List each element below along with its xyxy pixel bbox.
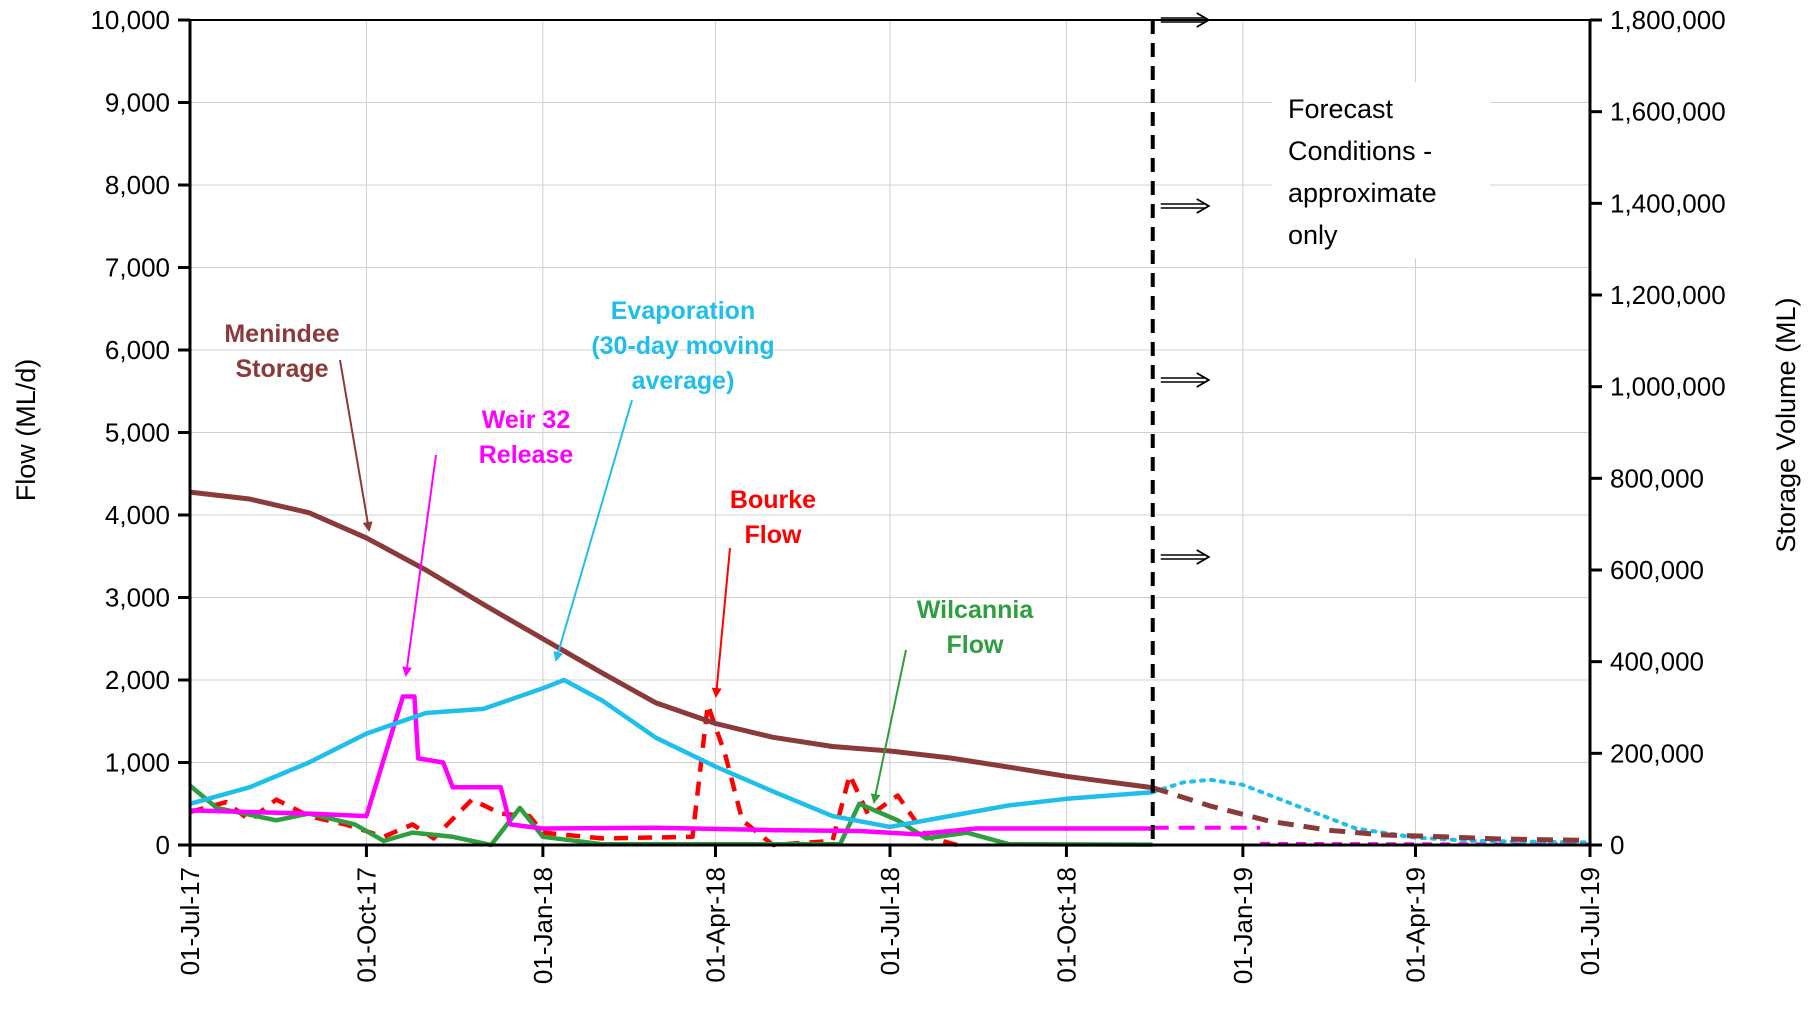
y2-tick-label: 1,400,000 xyxy=(1610,188,1726,218)
evaporation-30-day-moving-average-label: Evaporation xyxy=(611,297,755,325)
weir-32-release-label: Release xyxy=(479,441,574,469)
x-tick-label: 01-Oct-18 xyxy=(1051,867,1081,983)
forecast-arrow xyxy=(1160,549,1211,565)
evaporation-30-day-moving-average-leader-arrow xyxy=(553,399,633,662)
y-tick-label: 8,000 xyxy=(105,170,170,200)
forecast-note: Forecast Conditions - approximate only xyxy=(1288,94,1437,250)
wilcannia-flow-leader-arrow xyxy=(870,649,907,804)
y-tick-label: 4,000 xyxy=(105,500,170,530)
x-tick-label: 01-Jul-18 xyxy=(875,867,905,975)
y-tick-label: 10,000 xyxy=(90,5,170,35)
x-tick-label: 01-Apr-18 xyxy=(700,867,730,983)
y2-tick-label: 400,000 xyxy=(1610,647,1704,677)
y-tick-label: 5,000 xyxy=(105,418,170,448)
y2-tick-label: 1,600,000 xyxy=(1610,97,1726,127)
menindee-storage-label: Storage xyxy=(235,355,328,383)
forecast-note-box xyxy=(1272,82,1490,258)
evaporation-30-day-moving-average-label: average) xyxy=(632,367,735,395)
axes xyxy=(178,18,1602,857)
forecast-arrow xyxy=(1160,12,1211,28)
arrow-head xyxy=(1196,549,1211,565)
bourke-flow-leader-arrow xyxy=(711,547,731,698)
series-layer xyxy=(188,489,1592,848)
x-tick-label: 01-Jul-17 xyxy=(175,867,205,975)
y-tick-label: 6,000 xyxy=(105,335,170,365)
evaporation-30-day-moving-average-label: (30-day moving xyxy=(591,332,774,360)
y2-axis-title: Storage Volume (ML) xyxy=(1771,297,1801,552)
y-tick-label: 3,000 xyxy=(105,583,170,613)
y2-tick-label: 600,000 xyxy=(1610,555,1704,585)
x-tick-label: 01-Jan-18 xyxy=(528,867,558,984)
bourke-flow-line xyxy=(189,702,958,848)
weir-32-release-leader-arrow xyxy=(402,454,437,677)
forecast-arrow xyxy=(1160,372,1211,388)
y-tick-label: 9,000 xyxy=(105,88,170,118)
x-tick-label: 01-Oct-17 xyxy=(351,867,381,983)
y-tick-label: 1,000 xyxy=(105,748,170,778)
forecast-arrows xyxy=(1160,12,1211,565)
forecast-note-line: Forecast xyxy=(1288,94,1394,124)
y-tick-label: 7,000 xyxy=(105,253,170,283)
menindee-storage-forecast-line xyxy=(1151,785,1591,843)
evaporation-30-day-moving-average-forecast-line xyxy=(1150,777,1592,845)
x-tick-label: 01-Apr-19 xyxy=(1400,867,1430,983)
x-tick-label: 01-Jul-19 xyxy=(1575,867,1605,975)
y2-tick-label: 800,000 xyxy=(1610,463,1704,493)
wilcannia-flow-label: Wilcannia xyxy=(917,596,1035,624)
bourke-flow-label: Bourke xyxy=(730,486,816,514)
weir-32-release-line xyxy=(189,694,1153,837)
y2-tick-label: 200,000 xyxy=(1610,738,1704,768)
menindee-storage-leader-arrow xyxy=(339,359,373,532)
bourke-flow-label: Flow xyxy=(745,521,802,549)
y-tick-label: 0 xyxy=(156,830,170,860)
menindee-storage-label: Menindee xyxy=(224,320,339,348)
y-tick-label: 2,000 xyxy=(105,665,170,695)
y2-tick-label: 0 xyxy=(1610,830,1624,860)
y-axis-title: Flow (ML/d) xyxy=(11,359,41,502)
tick-labels: 0 1,000 2,000 3,000 4,000 5,000 6,000 7,000 8,00… xyxy=(90,5,1725,984)
forecast-note-line: approximate xyxy=(1288,178,1437,208)
y2-tick-label: 1,000,000 xyxy=(1610,372,1726,402)
menindee-storage-line xyxy=(189,489,1154,791)
weir-32-release-label: Weir 32 xyxy=(482,406,570,434)
forecast-arrow xyxy=(1160,198,1211,214)
wilcannia-flow-label: Flow xyxy=(947,631,1004,659)
y2-tick-label: 1,800,000 xyxy=(1610,5,1726,35)
series-annotations: Menindee Storage Evaporation (30-day moving… xyxy=(224,297,1035,804)
arrow-head xyxy=(1196,198,1211,214)
evaporation-30-day-moving-average-line xyxy=(189,677,1153,830)
forecast-note-line: Conditions - xyxy=(1288,136,1432,166)
y2-tick-label: 1,200,000 xyxy=(1610,280,1726,310)
arrow-head xyxy=(1196,12,1211,28)
arrow-head xyxy=(1196,372,1211,388)
x-tick-label: 01-Jan-19 xyxy=(1228,867,1258,984)
forecast-note-line: only xyxy=(1288,220,1338,250)
